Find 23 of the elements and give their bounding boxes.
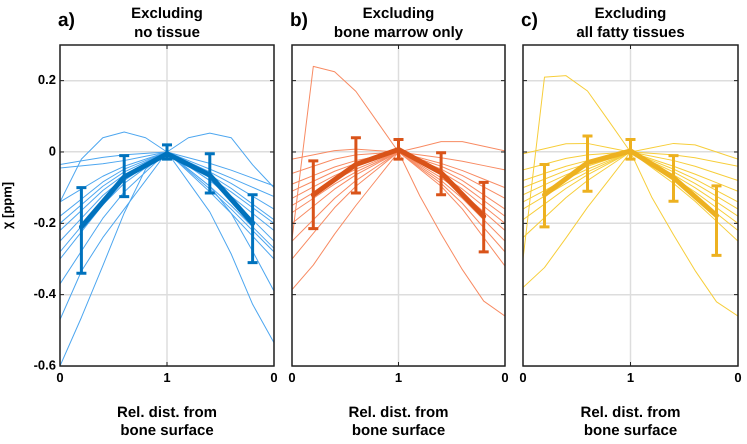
chart-title: Excluding all fatty tissues <box>576 5 685 41</box>
text: b) <box>290 10 308 31</box>
text: a) <box>58 10 75 31</box>
y-axis-title: χ [ppm] <box>0 182 14 230</box>
x-axis-title: Rel. dist. from bone surface <box>580 404 681 440</box>
x-axis-title: Rel. dist. from bone surface <box>116 404 218 440</box>
x-tick-label: 0 <box>270 370 278 386</box>
y-tick-label: -0.2 <box>34 214 56 230</box>
chart-title: Excluding no tissue <box>131 5 203 41</box>
x-tick-label: 1 <box>163 370 171 386</box>
x-tick-label: 0 <box>519 370 527 386</box>
x-axis-title: Rel. dist. from bone surface <box>348 404 449 440</box>
x-tick-label: 0 <box>734 370 742 386</box>
x-tick-label: 1 <box>394 370 402 386</box>
y-tick-label: -0.4 <box>34 286 57 302</box>
y-tick-label: -0.6 <box>34 358 56 373</box>
y-tick-label: 0 <box>48 144 56 159</box>
x-tick-label: 0 <box>501 370 509 386</box>
chart-title: Excluding bone marrow only <box>334 5 464 41</box>
y-tick-label: 0.2 <box>38 72 56 88</box>
x-tick-label: 0 <box>288 370 296 386</box>
x-tick-label: 1 <box>626 370 634 386</box>
text: c) <box>521 10 538 31</box>
